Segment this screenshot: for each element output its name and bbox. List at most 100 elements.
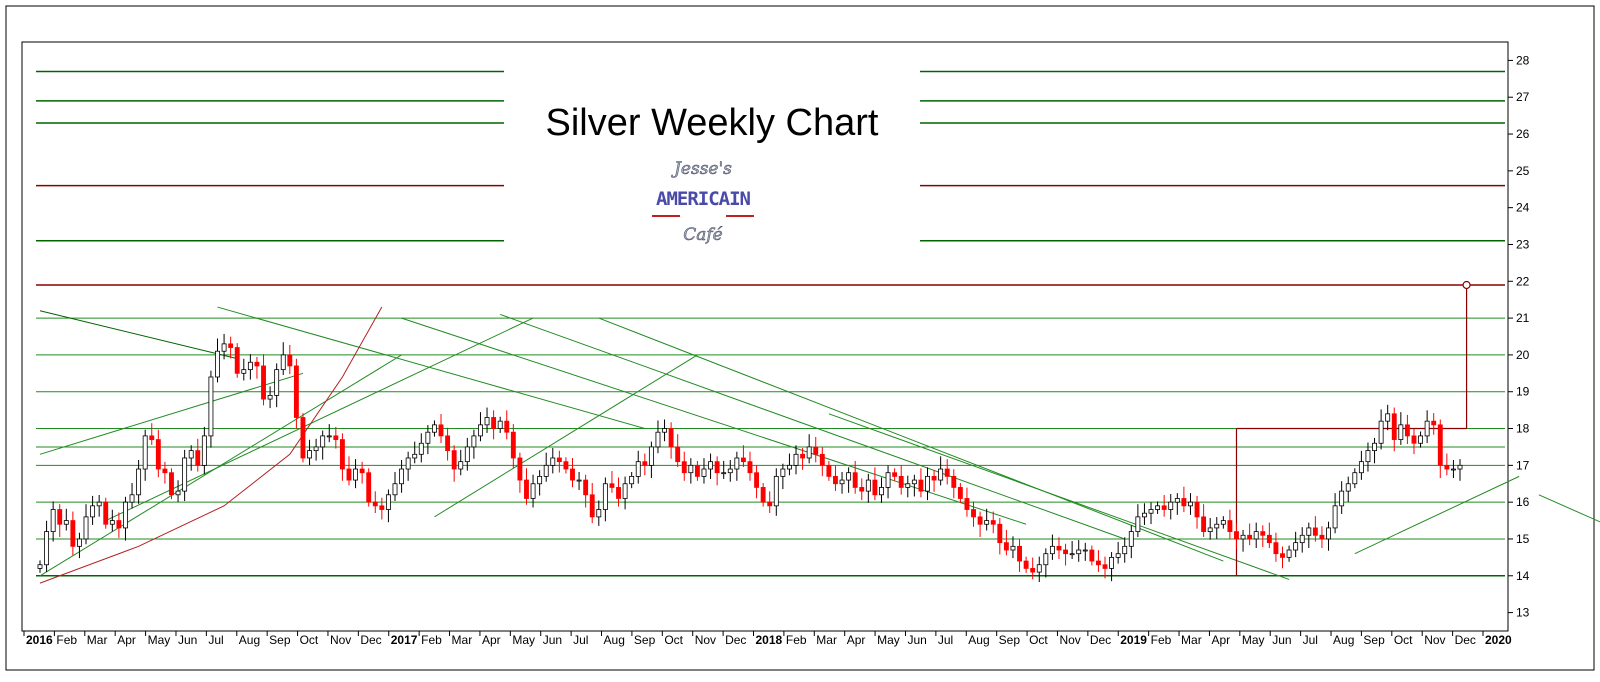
candle-body (1095, 560, 1101, 566)
candle-body (1155, 505, 1161, 510)
candle-body (63, 520, 69, 525)
support-curve (39, 306, 383, 584)
trend-line (598, 317, 1224, 562)
candle-body (734, 457, 740, 470)
x-tick-label: Mar (87, 633, 108, 647)
x-tick-label: Feb (786, 633, 807, 647)
x-tick-label: Jun (1272, 633, 1291, 647)
candle-body (471, 435, 477, 448)
x-tick-label: Nov (1424, 633, 1445, 647)
candle-body (793, 453, 799, 466)
candle-body (208, 376, 214, 437)
candle-body (155, 439, 161, 470)
candle-body (648, 446, 654, 466)
candle-body (767, 501, 773, 507)
candle-body (234, 347, 240, 374)
candle-body (1214, 523, 1220, 529)
x-tick-label: Aug (1333, 633, 1354, 647)
candle-body (524, 479, 529, 499)
candle-body (1234, 531, 1239, 540)
candle-body (846, 472, 852, 481)
candle-body (583, 479, 589, 496)
candle-body (123, 501, 128, 529)
candle-body (313, 446, 319, 452)
candle-body (50, 509, 56, 533)
candle-body (892, 472, 898, 477)
x-tick-label: Apr (482, 633, 501, 647)
candle-body (228, 343, 234, 348)
candle-body (1030, 568, 1036, 573)
candle-body (1326, 527, 1331, 540)
candle-body (1102, 564, 1108, 569)
candle-body (280, 354, 286, 371)
candle-body (77, 538, 82, 547)
candle-body (800, 453, 806, 459)
candle-body (629, 475, 635, 485)
candle-body (497, 420, 503, 429)
x-tick-label: Apr (847, 633, 866, 647)
x-tick-label: Nov (1059, 633, 1080, 647)
candle-body (754, 472, 760, 488)
candle-body (740, 457, 746, 463)
candle-body (1273, 542, 1279, 555)
candle-body (201, 435, 207, 466)
candle-body (1293, 542, 1299, 551)
candle-body (852, 472, 858, 488)
candle-body (813, 446, 819, 455)
x-tick-label: Apr (117, 633, 136, 647)
candle-body (333, 435, 339, 440)
candle-body (944, 468, 950, 477)
candle-body (938, 468, 944, 481)
x-tick-label: Dec (725, 633, 746, 647)
candle-body (405, 457, 411, 470)
candle-body (425, 431, 431, 444)
candle-body (721, 472, 727, 475)
candle-body (1082, 549, 1088, 552)
annotation-marker (1462, 280, 1471, 290)
x-tick-label: Jun (178, 633, 197, 647)
candle-body (1122, 545, 1128, 555)
candle-body (865, 479, 871, 492)
candle-body (484, 417, 490, 426)
candle-body (602, 483, 608, 510)
candle-body (103, 501, 109, 525)
candle-body (819, 453, 825, 466)
x-tick-label: Apr (1211, 633, 1230, 647)
x-tick-label: Feb (56, 633, 77, 647)
x-tick-label: Sep (634, 633, 656, 647)
y-tick-label: 24 (1516, 201, 1530, 215)
candle-body (142, 435, 148, 470)
candle-body (701, 468, 707, 477)
x-tick-label: May (148, 633, 171, 647)
candle-body (806, 446, 812, 459)
candle-body (675, 446, 681, 463)
candle-body (911, 479, 917, 485)
trend-line (39, 372, 304, 455)
x-tick-label: Jul (208, 633, 223, 647)
candle-body (1372, 442, 1377, 452)
x-tick-label: Mar (452, 633, 473, 647)
y-tick-label: 21 (1516, 311, 1530, 325)
candle-body (491, 417, 497, 429)
candle-body (1128, 531, 1134, 547)
x-tick-label: Oct (1394, 633, 1413, 647)
candle-body (195, 450, 201, 466)
candle-body (622, 483, 628, 499)
trend-line (39, 310, 238, 360)
candle-body (1056, 545, 1062, 551)
candle-body (570, 468, 575, 481)
candle-body (359, 468, 365, 474)
candle-body (1063, 549, 1068, 555)
y-tick-label: 15 (1516, 532, 1530, 546)
x-tick-label: May (512, 633, 535, 647)
candle-body (1220, 520, 1226, 525)
candle-body (918, 479, 924, 492)
candle-body (399, 468, 405, 485)
logo-line-1: Jesse's (671, 159, 732, 179)
trend-line (500, 313, 1125, 540)
x-tick-label: Jun (907, 633, 926, 647)
logo: Jesse's AMERICAIN Café (652, 159, 754, 245)
candle-body (379, 505, 385, 510)
candle-body (1398, 424, 1404, 440)
